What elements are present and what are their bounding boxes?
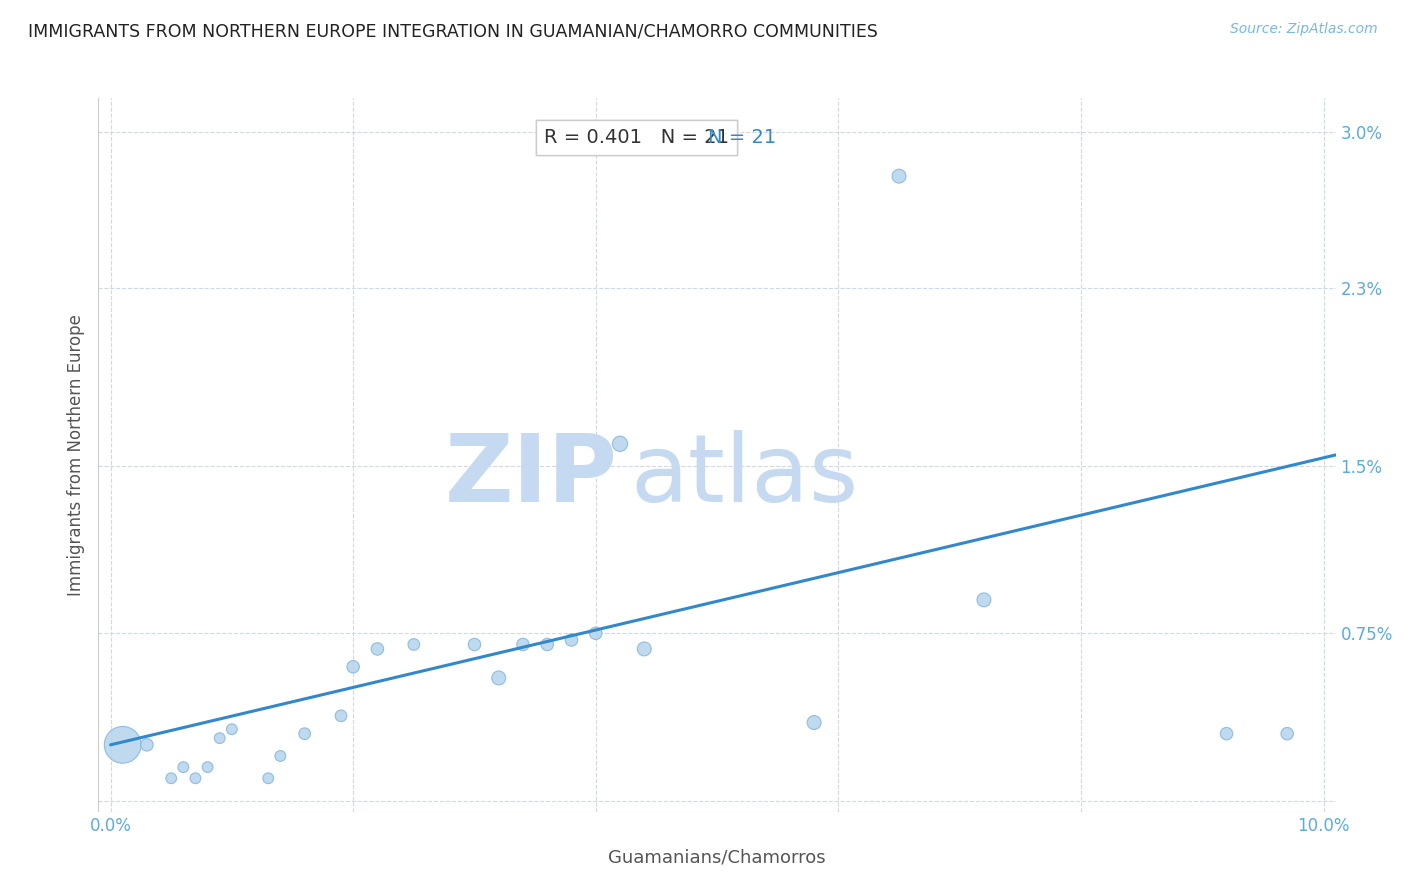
Point — [294, 726, 316, 740]
Point — [342, 660, 364, 674]
Text: ZIP: ZIP — [446, 430, 619, 523]
Point — [633, 642, 655, 657]
Point — [197, 760, 219, 774]
Point — [160, 771, 183, 786]
Point — [208, 731, 231, 746]
Point — [1215, 726, 1237, 740]
Point — [609, 436, 631, 450]
Point — [463, 637, 485, 651]
Text: R = 0.401   N = 21: R = 0.401 N = 21 — [544, 128, 730, 147]
Text: R = 0.401   N = 21: R = 0.401 N = 21 — [544, 128, 730, 147]
Point — [269, 749, 291, 764]
Point — [803, 715, 825, 730]
Point — [402, 637, 425, 651]
Point — [973, 592, 995, 607]
Y-axis label: Immigrants from Northern Europe: Immigrants from Northern Europe — [66, 314, 84, 596]
Point — [560, 633, 582, 648]
Text: N = 21: N = 21 — [707, 128, 776, 147]
X-axis label: Guamanians/Chamorros: Guamanians/Chamorros — [609, 848, 825, 866]
Point — [330, 708, 353, 723]
Point — [887, 169, 910, 184]
Point — [136, 738, 159, 752]
Point — [257, 771, 280, 786]
Point — [585, 626, 607, 640]
Text: Source: ZipAtlas.com: Source: ZipAtlas.com — [1230, 22, 1378, 37]
Point — [1275, 726, 1298, 740]
Point — [536, 637, 558, 651]
Point — [512, 637, 534, 651]
Text: IMMIGRANTS FROM NORTHERN EUROPE INTEGRATION IN GUAMANIAN/CHAMORRO COMMUNITIES: IMMIGRANTS FROM NORTHERN EUROPE INTEGRAT… — [28, 22, 877, 40]
Point — [184, 771, 207, 786]
Point — [488, 671, 510, 685]
Text: atlas: atlas — [630, 430, 859, 523]
Point — [111, 738, 134, 752]
Point — [172, 760, 194, 774]
Point — [221, 723, 243, 737]
Point — [366, 642, 388, 657]
